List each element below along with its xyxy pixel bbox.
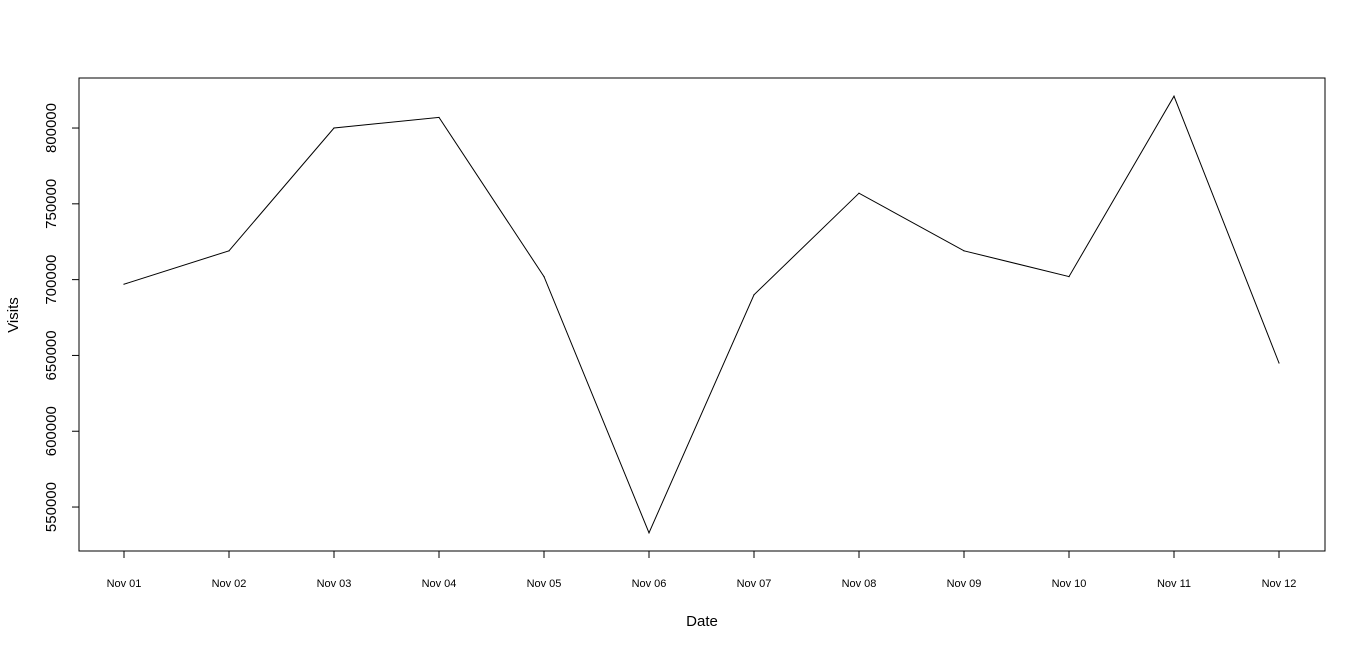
- data-point: [753, 294, 755, 296]
- data-point: [1278, 362, 1280, 364]
- x-tick-label: Nov 10: [1052, 578, 1087, 590]
- y-tick-label: 750000: [43, 179, 60, 229]
- plot-frame: [78, 77, 1326, 552]
- y-tick-label: 700000: [43, 255, 60, 305]
- x-tick-label: Nov 11: [1157, 578, 1191, 590]
- y-axis: 550000 600000 650000 700000 750000 800000: [43, 103, 80, 532]
- y-tick-label: 600000: [43, 406, 60, 456]
- series-line: [123, 95, 1280, 535]
- data-point: [858, 192, 860, 194]
- data-point: [438, 116, 440, 119]
- data-point: [333, 127, 335, 129]
- x-tick-label: Nov 01: [107, 578, 142, 590]
- x-tick-label: Nov 09: [947, 578, 982, 590]
- data-point: [228, 250, 230, 252]
- x-tick-label: Nov 03: [317, 578, 352, 590]
- series-layer: [123, 95, 1280, 535]
- x-tick-label: Nov 04: [422, 578, 457, 590]
- data-point: [963, 250, 965, 252]
- x-tick-label: Nov 05: [527, 578, 562, 590]
- y-axis-label: Visits: [5, 297, 22, 333]
- x-tick-label: Nov 02: [212, 578, 247, 590]
- y-tick-label: 550000: [43, 482, 60, 532]
- data-point: [123, 283, 125, 285]
- x-axis-label: Date: [686, 613, 718, 630]
- data-point: [543, 275, 545, 278]
- data-point: [1068, 275, 1070, 278]
- data-point: [1173, 95, 1175, 97]
- data-point: [648, 532, 650, 534]
- x-tick-label: Nov 07: [737, 578, 772, 590]
- y-tick-label: 800000: [43, 103, 60, 153]
- x-tick-label: Nov 08: [842, 578, 877, 590]
- x-axis: Nov 01 Nov 02 Nov 03 Nov 04 Nov 05 Nov 06 Nov …: [107, 551, 1297, 590]
- x-tick-label: Nov 06: [632, 578, 667, 590]
- y-tick-label: 650000: [43, 330, 60, 380]
- x-tick-label: Nov 12: [1262, 578, 1297, 590]
